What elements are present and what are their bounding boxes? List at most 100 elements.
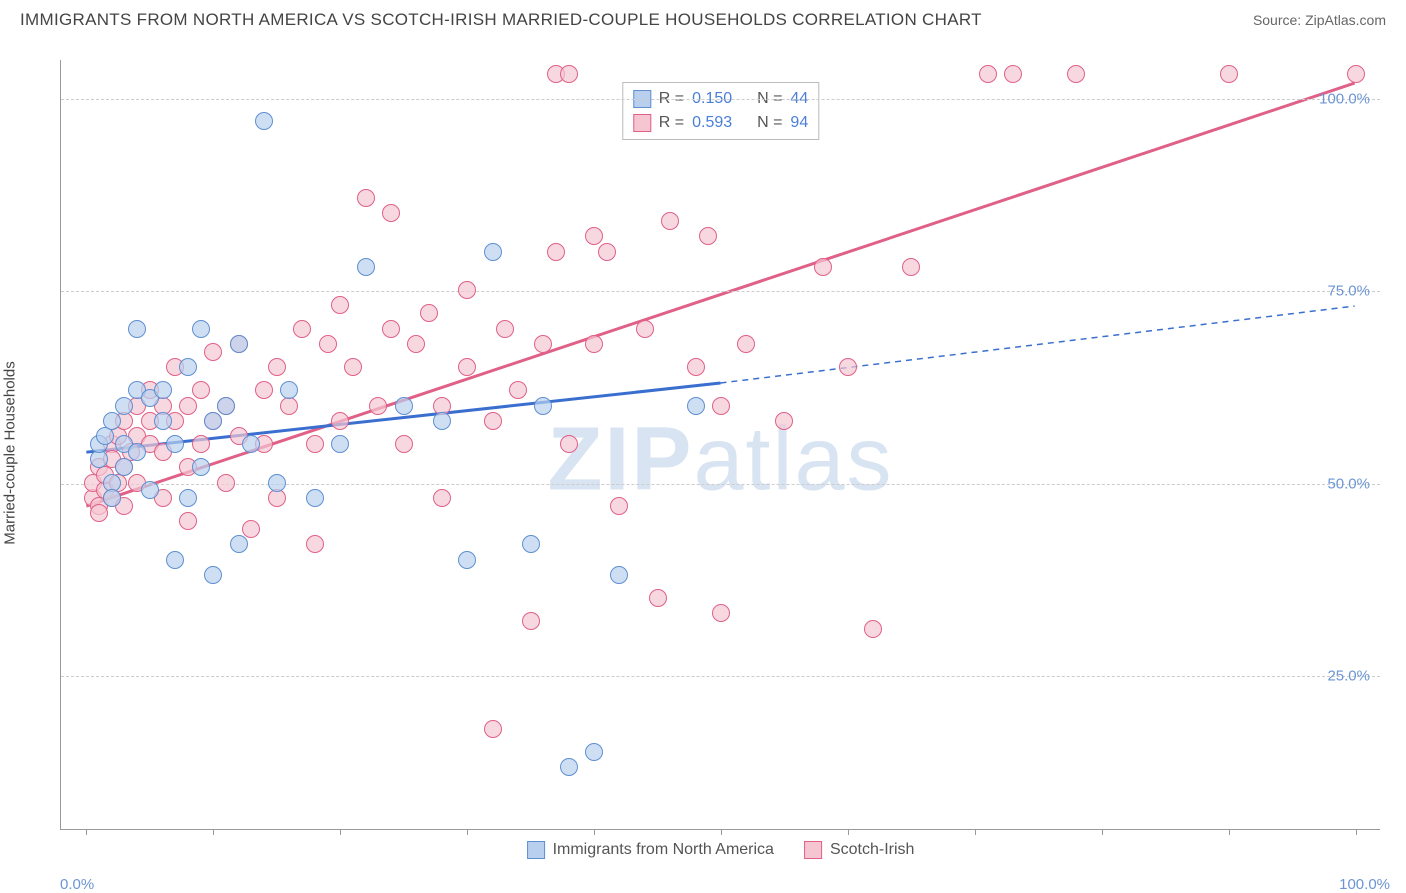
data-point: [458, 551, 476, 569]
x-tick: [86, 829, 87, 835]
x-tick: [340, 829, 341, 835]
legend-series: Immigrants from North America Scotch-Iri…: [527, 841, 915, 859]
data-point: [154, 381, 172, 399]
data-point: [814, 258, 832, 276]
x-tick: [721, 829, 722, 835]
x-tick: [1356, 829, 1357, 835]
n-label-b: N =: [757, 111, 782, 135]
data-point: [306, 489, 324, 507]
data-point: [382, 204, 400, 222]
data-point: [357, 258, 375, 276]
data-point: [128, 443, 146, 461]
chart-title: IMMIGRANTS FROM NORTH AMERICA VS SCOTCH-…: [20, 10, 982, 30]
data-point: [115, 397, 133, 415]
data-point: [585, 227, 603, 245]
data-point: [864, 620, 882, 638]
chart-header: IMMIGRANTS FROM NORTH AMERICA VS SCOTCH-…: [0, 0, 1406, 35]
watermark: ZIPatlas: [547, 408, 893, 511]
data-point: [293, 320, 311, 338]
data-point: [395, 435, 413, 453]
data-point: [357, 189, 375, 207]
data-point: [636, 320, 654, 338]
source-prefix: Source:: [1253, 12, 1305, 28]
data-point: [344, 358, 362, 376]
data-point: [649, 589, 667, 607]
data-point: [395, 397, 413, 415]
data-point: [204, 343, 222, 361]
x-tick: [848, 829, 849, 835]
data-point: [230, 335, 248, 353]
data-point: [179, 489, 197, 507]
data-point: [534, 335, 552, 353]
y-tick-label: 25.0%: [1327, 668, 1370, 685]
gridline: [61, 484, 1380, 485]
data-point: [331, 412, 349, 430]
source-name: ZipAtlas.com: [1305, 12, 1386, 28]
data-point: [179, 358, 197, 376]
chart-area: Married-couple Households ZIPatlas R = 0…: [20, 40, 1390, 865]
data-point: [268, 489, 286, 507]
data-point: [230, 535, 248, 553]
data-point: [280, 381, 298, 399]
data-point: [280, 397, 298, 415]
gridline: [61, 676, 1380, 677]
data-point: [192, 381, 210, 399]
legend-item-b: Scotch-Irish: [804, 841, 914, 859]
data-point: [217, 474, 235, 492]
data-point: [1004, 65, 1022, 83]
data-point: [522, 535, 540, 553]
data-point: [585, 743, 603, 761]
x-tick: [975, 829, 976, 835]
data-point: [204, 412, 222, 430]
data-point: [192, 435, 210, 453]
data-point: [687, 358, 705, 376]
data-point: [166, 435, 184, 453]
data-point: [420, 304, 438, 322]
data-point: [433, 412, 451, 430]
data-point: [560, 435, 578, 453]
data-point: [255, 381, 273, 399]
data-point: [192, 320, 210, 338]
data-point: [90, 450, 108, 468]
data-point: [90, 504, 108, 522]
legend-label-b: Scotch-Irish: [830, 841, 914, 859]
data-point: [268, 358, 286, 376]
x-tick: [1229, 829, 1230, 835]
data-point: [1347, 65, 1365, 83]
data-point: [179, 512, 197, 530]
data-point: [306, 435, 324, 453]
data-point: [128, 320, 146, 338]
data-point: [560, 65, 578, 83]
data-point: [319, 335, 337, 353]
plot-region: ZIPatlas R = 0.150 N = 44 R = 0.593 N = …: [60, 60, 1380, 830]
data-point: [509, 381, 527, 399]
y-tick-label: 100.0%: [1319, 90, 1370, 107]
chart-source: Source: ZipAtlas.com: [1253, 12, 1386, 28]
data-point: [484, 243, 502, 261]
data-point: [433, 489, 451, 507]
data-point: [141, 481, 159, 499]
x-max-label: 100.0%: [1339, 876, 1390, 893]
data-point: [560, 758, 578, 776]
data-point: [115, 458, 133, 476]
x-min-label: 0.0%: [60, 876, 94, 893]
watermark-bold: ZIP: [547, 409, 693, 509]
data-point: [598, 243, 616, 261]
watermark-light: atlas: [693, 409, 893, 509]
data-point: [331, 296, 349, 314]
data-point: [382, 320, 400, 338]
data-point: [154, 412, 172, 430]
legend-item-a: Immigrants from North America: [527, 841, 774, 859]
data-point: [217, 397, 235, 415]
data-point: [166, 551, 184, 569]
legend-stats-row-b: R = 0.593 N = 94: [633, 111, 808, 135]
data-point: [103, 412, 121, 430]
data-point: [699, 227, 717, 245]
data-point: [268, 474, 286, 492]
data-point: [369, 397, 387, 415]
data-point: [103, 489, 121, 507]
data-point: [407, 335, 425, 353]
legend-stats: R = 0.150 N = 44 R = 0.593 N = 94: [622, 82, 819, 140]
x-tick: [467, 829, 468, 835]
gridline: [61, 291, 1380, 292]
